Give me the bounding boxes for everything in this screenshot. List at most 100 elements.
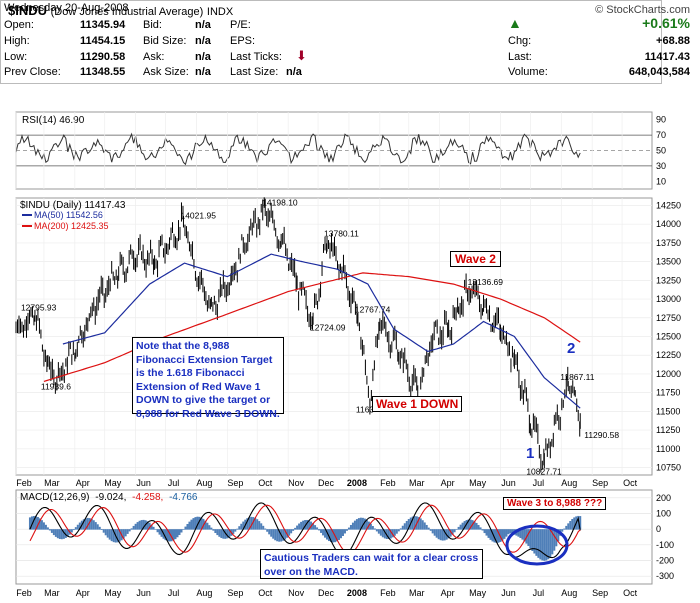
macd-histogram-bar <box>228 529 231 538</box>
month-label: Sep <box>227 588 243 598</box>
macd-histogram-bar <box>294 527 297 530</box>
month-label: May <box>104 478 122 488</box>
macd-histogram-bar <box>405 520 408 530</box>
price-value-label: 11867.11 <box>560 372 594 382</box>
last-label: Last: <box>508 51 532 63</box>
price-tick-label: 13750 <box>656 238 681 248</box>
macd-histogram-bar <box>82 519 85 530</box>
month-label: 2008 <box>347 478 367 488</box>
macd-histogram-bar <box>260 523 263 530</box>
symbol: $INDU <box>8 3 48 18</box>
month-label: Jun <box>501 588 516 598</box>
macd-histogram-bar <box>493 529 496 543</box>
macd-histogram-bar <box>170 529 173 542</box>
macd-histogram-bar <box>457 526 460 530</box>
macd-histogram-bar <box>248 517 251 530</box>
macd-histogram-bar <box>533 529 536 554</box>
macd-histogram-bar <box>110 529 113 542</box>
price-tick-label: 12750 <box>656 313 681 323</box>
macd-histogram-bar <box>475 522 478 530</box>
macd-histogram-bar <box>314 525 317 530</box>
macd-histogram-bar <box>517 529 520 537</box>
bid-label: Bid: <box>143 19 162 31</box>
macd-histogram-bar <box>44 524 47 530</box>
ma50-line <box>62 253 581 409</box>
macd-histogram-bar <box>563 528 566 530</box>
wave-number-2: 2 <box>567 340 575 357</box>
macd-histogram-bar <box>489 529 492 540</box>
macd-histogram-bar <box>537 529 540 558</box>
macd-histogram-bar <box>322 529 325 536</box>
macd-histogram-bar <box>184 526 187 530</box>
macd-histogram-bar <box>206 522 209 530</box>
macd-histogram-bar <box>385 529 388 540</box>
month-label: Jul <box>168 588 180 598</box>
index-name: (Dow Jones Industrial Average) <box>50 6 204 18</box>
macd-histogram-bar <box>549 529 552 558</box>
macd-histogram-bar <box>375 529 378 532</box>
macd-histogram-bar <box>66 529 69 537</box>
price-value-label: 14198.10 <box>262 197 298 207</box>
macd-histogram-bar <box>178 529 181 536</box>
macd-histogram-bar <box>164 529 167 541</box>
macd-histogram-bar <box>60 529 63 540</box>
month-label: Sep <box>592 588 608 598</box>
volume-value: 648,043,584 <box>628 66 690 78</box>
macd-histogram-bar <box>52 529 55 536</box>
macd-histogram-bar <box>419 518 422 530</box>
bid-size-value: n/a <box>195 35 211 47</box>
month-label: Mar <box>409 478 425 488</box>
macd-histogram-bar <box>290 529 293 534</box>
macd-histogram-bar <box>441 529 444 541</box>
macd-histogram-bar <box>481 529 484 531</box>
macd-histogram-bar <box>180 529 183 533</box>
macd-histogram-bar <box>250 516 253 530</box>
month-label: Oct <box>623 478 638 488</box>
month-label: 2008 <box>347 588 367 598</box>
rsi-legend: RSI(14) 46.90 <box>22 115 85 126</box>
month-label: Jun <box>136 588 151 598</box>
macd-histogram-bar <box>473 521 476 530</box>
macd-histogram-bar <box>561 529 564 532</box>
macd-histogram-bar <box>359 517 362 530</box>
ask-size-value: n/a <box>195 66 211 78</box>
macd-histogram-bar <box>373 528 376 530</box>
ask-size-label: Ask Size: <box>143 66 189 78</box>
macd-histogram-bar <box>70 529 73 533</box>
macd-histogram-bar <box>541 529 544 561</box>
quote-panel: Wednesday 20-Aug-2008 Open: 11345.94 Hig… <box>0 0 690 84</box>
macd-histogram-bar <box>148 522 151 530</box>
macd-histogram-bar <box>198 516 201 530</box>
price-tick-label: 14250 <box>656 200 681 210</box>
macd-histogram-bar <box>427 527 430 530</box>
macd-histogram-bar <box>138 520 141 530</box>
macd-histogram-bar <box>182 529 185 530</box>
month-label: Jul <box>533 588 545 598</box>
macd-histogram-bar <box>543 529 546 561</box>
macd-legend: MACD(12,26,9) -9.024, -4.258, -4.766 <box>20 492 198 503</box>
macd-histogram-bar <box>316 527 319 530</box>
low-label: Low: <box>4 51 28 63</box>
macd-histogram-bar <box>431 529 434 534</box>
rsi-line <box>15 132 581 166</box>
macd-histogram-bar <box>140 520 143 530</box>
bid-value: n/a <box>195 19 211 31</box>
macd-note: Cautious Traders can wait for a clear cr… <box>260 549 483 579</box>
macd-histogram-bar <box>160 529 163 537</box>
macd-histogram-bar <box>78 522 81 530</box>
macd-histogram-bar <box>154 529 157 530</box>
prev-close-label: Prev Close: <box>4 66 61 78</box>
chg-value: +68.88 <box>656 35 690 47</box>
month-label: Jun <box>501 478 516 488</box>
macd-histogram-bar <box>306 519 309 530</box>
macd-histogram-bar <box>308 520 311 530</box>
macd-histogram-bar <box>214 529 217 534</box>
month-label: Mar <box>44 478 60 488</box>
macd-histogram-bar <box>300 521 303 530</box>
month-label: Mar <box>409 588 425 598</box>
macd-histogram-bar <box>469 519 472 530</box>
macd-histogram-bar <box>459 524 462 530</box>
macd-histogram-bar <box>429 529 432 531</box>
macd-histogram-bar <box>393 529 396 536</box>
macd-histogram-bar <box>42 522 45 530</box>
